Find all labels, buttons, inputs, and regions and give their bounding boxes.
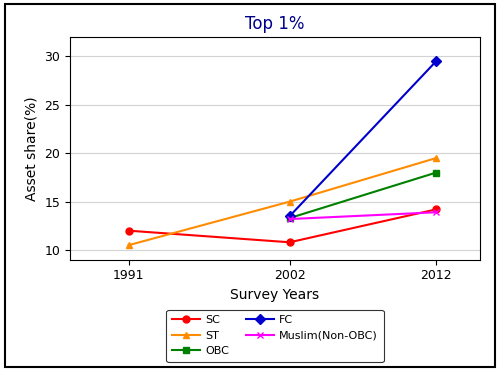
X-axis label: Survey Years: Survey Years — [230, 288, 320, 302]
Legend: SC, ST, OBC, FC, Muslim(Non-OBC): SC, ST, OBC, FC, Muslim(Non-OBC) — [166, 309, 384, 362]
Title: Top 1%: Top 1% — [245, 15, 305, 33]
Y-axis label: Asset share(%): Asset share(%) — [25, 96, 39, 201]
